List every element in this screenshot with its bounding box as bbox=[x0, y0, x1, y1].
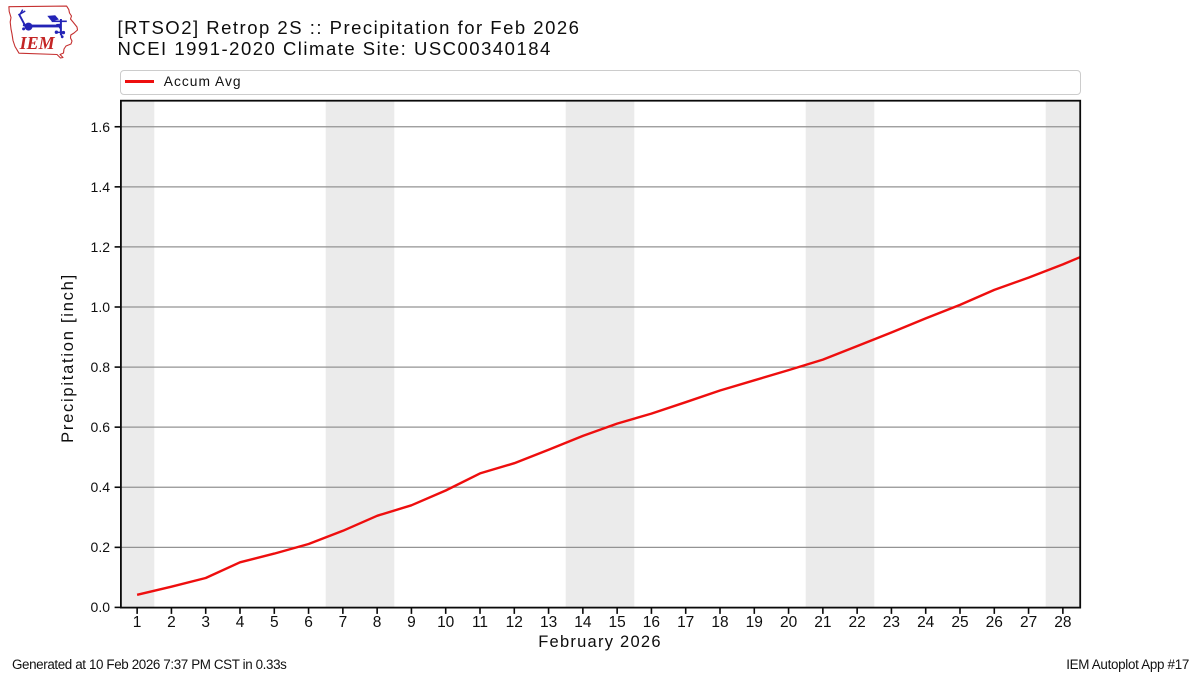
svg-text:IEM: IEM bbox=[19, 33, 56, 53]
